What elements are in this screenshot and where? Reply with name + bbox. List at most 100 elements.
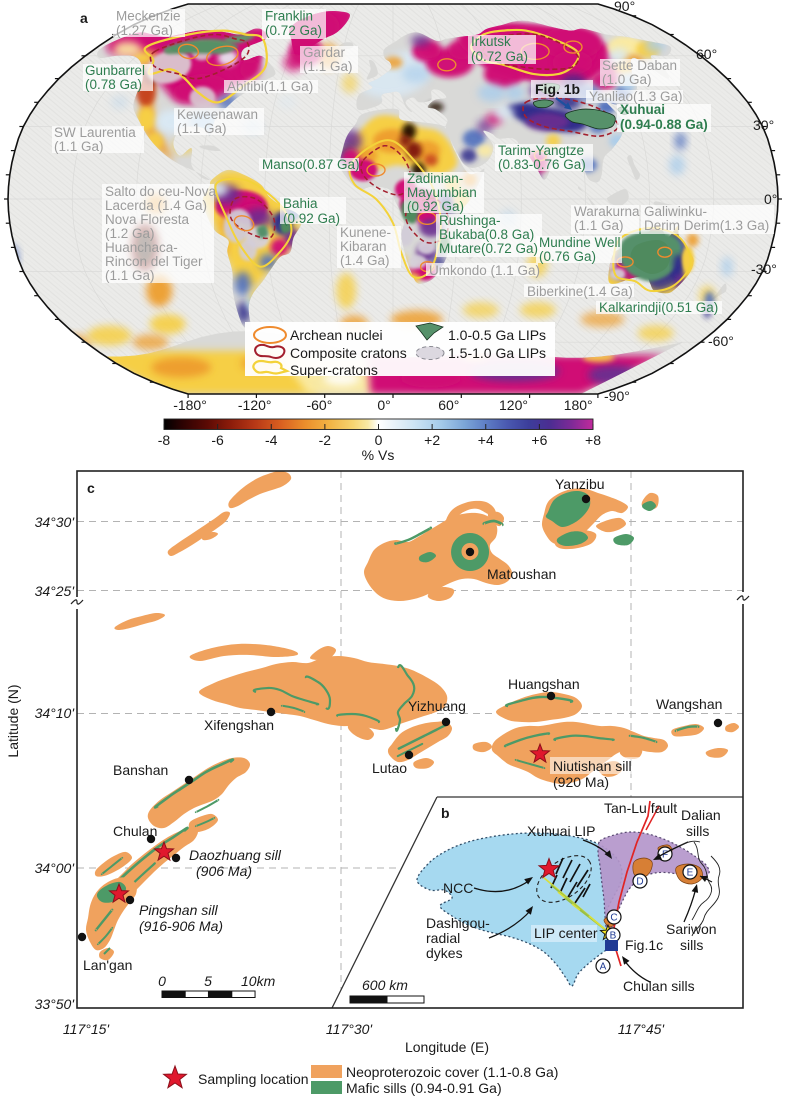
svg-text:Franklin: Franklin xyxy=(265,9,313,24)
svg-text:+4: +4 xyxy=(478,432,494,448)
svg-text:Abitibi(1.1 Ga): Abitibi(1.1 Ga) xyxy=(227,79,313,94)
svg-text:Composite cratons: Composite cratons xyxy=(290,345,407,361)
svg-text:% Vs: % Vs xyxy=(362,447,395,463)
svg-text:-60°: -60° xyxy=(708,333,734,349)
svg-text:Keweenawan: Keweenawan xyxy=(177,107,258,122)
svg-text:+2: +2 xyxy=(424,432,440,448)
svg-text:Manso(0.87 Ga): Manso(0.87 Ga) xyxy=(262,157,360,172)
svg-text:Tan-Lu fault: Tan-Lu fault xyxy=(604,800,677,816)
svg-text:Derim Derim(1.3 Ga): Derim Derim(1.3 Ga) xyxy=(644,218,769,233)
svg-text:Nova Floresta: Nova Floresta xyxy=(105,212,190,227)
svg-text:120°: 120° xyxy=(499,397,528,413)
svg-text:Galiwinku-: Galiwinku- xyxy=(644,204,707,219)
svg-text:Fig. 1b: Fig. 1b xyxy=(535,81,580,97)
svg-text:-60°: -60° xyxy=(306,397,332,413)
svg-text:Longitude (E): Longitude (E) xyxy=(405,1039,489,1055)
svg-text:Sariwon: Sariwon xyxy=(666,921,717,937)
svg-text:+6: +6 xyxy=(531,432,547,448)
svg-text:Rushinga-: Rushinga- xyxy=(439,213,501,228)
svg-text:a: a xyxy=(80,10,88,26)
svg-text:Yizhuang: Yizhuang xyxy=(408,698,466,714)
svg-text:Lutao: Lutao xyxy=(372,760,407,776)
svg-text:Kibaran: Kibaran xyxy=(340,239,387,254)
svg-text:Warakurna: Warakurna xyxy=(574,204,640,219)
svg-text:Sette Daban: Sette Daban xyxy=(602,58,677,73)
svg-text:(1.27 Ga): (1.27 Ga) xyxy=(116,23,173,38)
svg-text:117°15': 117°15' xyxy=(63,1021,110,1037)
svg-text:Zadinian-: Zadinian- xyxy=(407,171,463,186)
svg-text:Gardar: Gardar xyxy=(303,45,346,60)
svg-text:Mafic sills (0.94-0.91 Ga): Mafic sills (0.94-0.91 Ga) xyxy=(346,1080,502,1096)
svg-text:180°: 180° xyxy=(564,397,593,413)
svg-text:34°00': 34°00' xyxy=(35,860,76,876)
svg-text:600 km: 600 km xyxy=(362,977,408,993)
svg-text:(1.4 Ga): (1.4 Ga) xyxy=(340,253,390,268)
svg-text:Meckenzie: Meckenzie xyxy=(116,9,181,24)
svg-text:C: C xyxy=(610,913,617,924)
svg-text:c: c xyxy=(87,480,95,496)
svg-text:-8: -8 xyxy=(158,432,171,448)
svg-text:117°45': 117°45' xyxy=(618,1021,665,1037)
svg-text:0°: 0° xyxy=(764,191,777,207)
svg-text:Super-cratons: Super-cratons xyxy=(290,362,378,378)
svg-text:Yanzibu: Yanzibu xyxy=(555,476,605,492)
svg-text:30°: 30° xyxy=(753,117,774,133)
svg-text:Wangshan: Wangshan xyxy=(656,696,722,712)
svg-text:34°10': 34°10' xyxy=(35,705,76,721)
svg-text:(920 Ma): (920 Ma) xyxy=(553,774,609,790)
svg-text:Archean nuclei: Archean nuclei xyxy=(290,327,383,343)
svg-text:(0.83-0.76 Ga): (0.83-0.76 Ga) xyxy=(498,157,586,172)
svg-text:Kalkarindji(0.51 Ga): Kalkarindji(0.51 Ga) xyxy=(599,300,718,315)
svg-text:Tarim-Yangtze: Tarim-Yangtze xyxy=(498,143,584,158)
svg-text:1.5-1.0 Ga LIPs: 1.5-1.0 Ga LIPs xyxy=(448,345,546,361)
svg-text:Huanchaca-: Huanchaca- xyxy=(105,240,178,255)
svg-text:Huangshan: Huangshan xyxy=(508,676,580,692)
svg-text:Lan'gan: Lan'gan xyxy=(83,957,132,973)
svg-text:Latitude (N): Latitude (N) xyxy=(5,684,21,757)
svg-text:1.0-0.5 Ga LIPs: 1.0-0.5 Ga LIPs xyxy=(448,327,546,343)
svg-text:Chulan sills: Chulan sills xyxy=(623,978,695,994)
svg-text:E: E xyxy=(687,868,694,879)
svg-text:0: 0 xyxy=(158,973,166,989)
svg-text:(916-906 Ma): (916-906 Ma) xyxy=(139,918,223,934)
svg-text:Gunbarrel: Gunbarrel xyxy=(85,63,145,78)
svg-text:Bahia: Bahia xyxy=(283,196,318,211)
svg-text:+8: +8 xyxy=(585,432,601,448)
svg-text:-2: -2 xyxy=(319,432,332,448)
svg-text:Mundine Well: Mundine Well xyxy=(539,235,621,250)
svg-text:60°: 60° xyxy=(696,46,717,62)
svg-text:34°25': 34°25' xyxy=(35,583,76,599)
svg-text:radial: radial xyxy=(426,930,460,946)
svg-text:(0.92 Ga): (0.92 Ga) xyxy=(283,211,340,226)
svg-text:(0.72 Ga): (0.72 Ga) xyxy=(471,49,528,64)
svg-text:(0.78 Ga): (0.78 Ga) xyxy=(85,77,142,92)
svg-text:Umkondo (1.1 Ga): Umkondo (1.1 Ga) xyxy=(429,263,540,278)
svg-text:SW Laurentia: SW Laurentia xyxy=(54,125,136,140)
svg-text:(0.94-0.88 Ga): (0.94-0.88 Ga) xyxy=(620,117,708,132)
svg-text:Rincon del Tiger: Rincon del Tiger xyxy=(105,254,203,269)
svg-text:0°: 0° xyxy=(377,397,390,413)
svg-text:Mutare(0.72 Ga): Mutare(0.72 Ga) xyxy=(439,241,538,256)
svg-text:Dalian: Dalian xyxy=(681,807,721,823)
svg-text:D: D xyxy=(636,877,643,888)
svg-text:(0.92 Ga): (0.92 Ga) xyxy=(407,199,464,214)
svg-text:Pingshan sill: Pingshan sill xyxy=(139,902,218,918)
svg-text:B: B xyxy=(610,931,617,942)
svg-text:Xuhuai LIP: Xuhuai LIP xyxy=(527,823,596,839)
svg-text:LIP center: LIP center xyxy=(534,925,598,941)
svg-text:5: 5 xyxy=(204,973,212,989)
svg-text:(1.1 Ga): (1.1 Ga) xyxy=(54,139,104,154)
svg-text:Kunene-: Kunene- xyxy=(340,225,391,240)
svg-text:A: A xyxy=(600,962,607,973)
svg-text:(1.1 Ga): (1.1 Ga) xyxy=(105,268,155,283)
svg-text:Xuhuai: Xuhuai xyxy=(620,102,665,117)
svg-text:(0.76 Ga): (0.76 Ga) xyxy=(539,249,596,264)
svg-text:-6: -6 xyxy=(211,432,224,448)
svg-text:-90°: -90° xyxy=(604,388,630,404)
svg-text:90°: 90° xyxy=(614,0,635,14)
svg-text:F: F xyxy=(662,850,668,861)
svg-text:-4: -4 xyxy=(265,432,278,448)
svg-text:(1.2 Ga): (1.2 Ga) xyxy=(105,226,155,241)
svg-text:(1.1 Ga): (1.1 Ga) xyxy=(177,121,227,136)
svg-text:Lacerda (1.4 Ga): Lacerda (1.4 Ga) xyxy=(105,198,207,213)
